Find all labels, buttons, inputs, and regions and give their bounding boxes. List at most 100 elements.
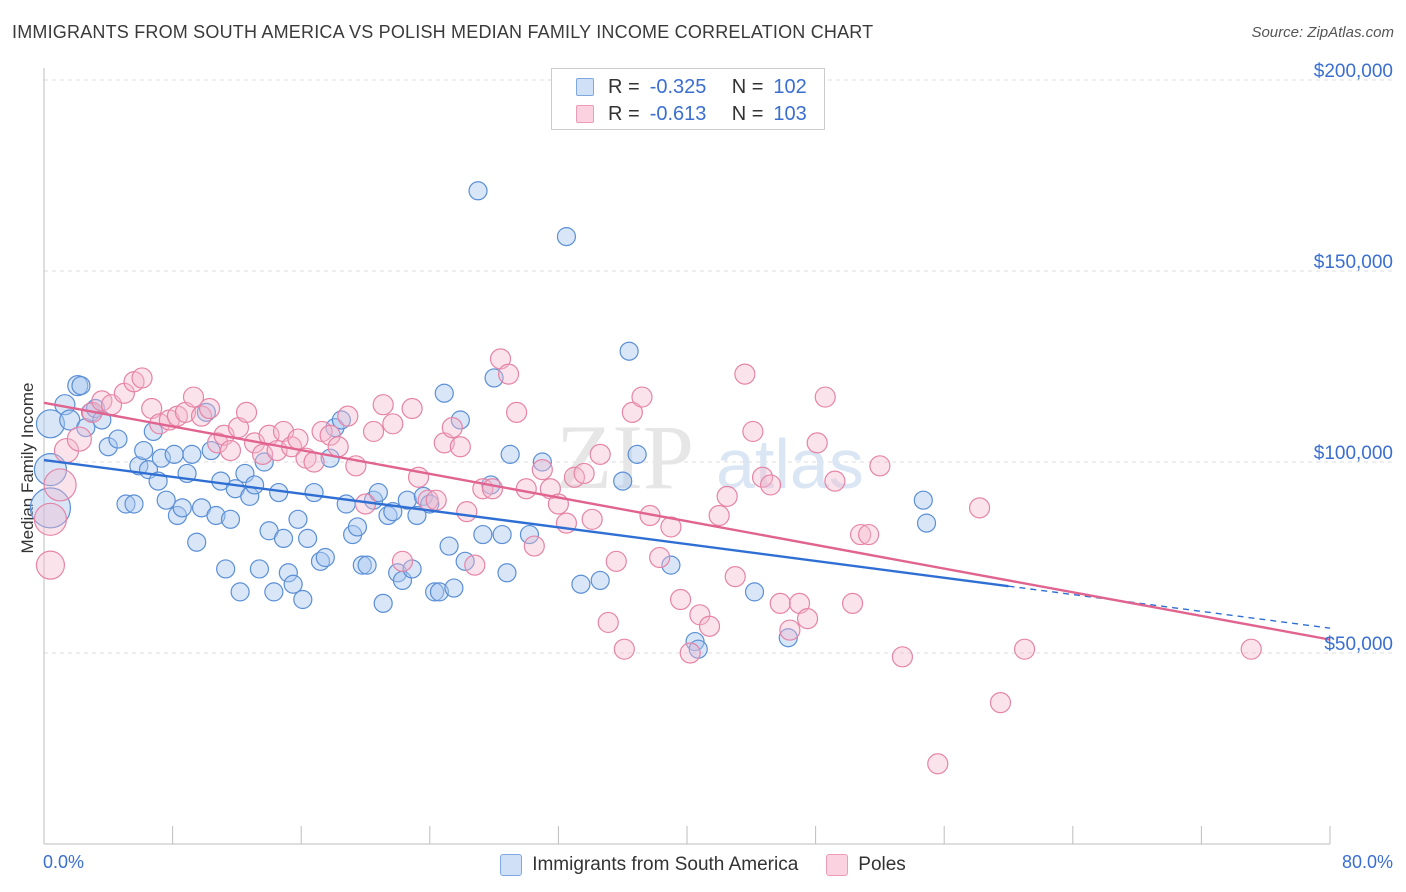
- point-poles: [742, 420, 764, 443]
- legend-n-label: N =: [731, 102, 764, 125]
- point-immigrants: [778, 628, 798, 648]
- point-poles: [769, 592, 791, 614]
- legend-swatch-blue: [576, 78, 594, 96]
- point-immigrants: [98, 437, 118, 457]
- point-immigrants: [182, 444, 202, 464]
- point-immigrants: [116, 494, 136, 514]
- watermark-atlas: atlas: [716, 425, 864, 503]
- point-poles: [497, 363, 520, 385]
- legend-swatch-pink: [826, 854, 849, 876]
- point-immigrants: [429, 582, 450, 602]
- series-legend: Immigrants from South America Poles: [0, 852, 1406, 878]
- point-poles: [734, 363, 756, 385]
- point-poles: [716, 485, 738, 507]
- point-poles: [989, 692, 1012, 714]
- point-immigrants: [913, 490, 933, 510]
- point-immigrants: [439, 536, 459, 556]
- grid-lines: [44, 79, 1394, 654]
- chart-title: IMMIGRANTS FROM SOUTH AMERICA VS POLISH …: [12, 22, 874, 42]
- y-tick-label: $200,000: [1313, 61, 1393, 82]
- point-immigrants: [196, 402, 216, 422]
- point-immigrants: [172, 498, 192, 518]
- point-poles: [362, 420, 385, 443]
- legend-swatch-blue: [500, 854, 523, 876]
- point-poles: [779, 619, 801, 641]
- point-poles: [814, 386, 836, 408]
- point-immigrants: [473, 524, 493, 545]
- point-poles: [481, 478, 504, 500]
- point-immigrants: [413, 486, 433, 506]
- point-poles: [391, 550, 414, 572]
- y-tick-label: $100,000: [1313, 443, 1393, 464]
- point-poles: [581, 508, 603, 530]
- point-immigrants: [283, 574, 303, 594]
- legend-label-poles: Poles: [858, 854, 906, 875]
- y-tick-label: $150,000: [1313, 252, 1393, 273]
- point-immigrants: [293, 589, 313, 610]
- point-immigrants: [373, 593, 393, 613]
- point-poles: [66, 426, 92, 452]
- point-immigrants: [67, 375, 89, 397]
- point-immigrants: [304, 482, 324, 503]
- point-poles: [621, 401, 643, 423]
- point-poles: [319, 424, 341, 446]
- point-immigrants: [164, 444, 184, 464]
- point-poles: [235, 401, 258, 423]
- point-immigrants: [71, 376, 91, 396]
- legend-item-immigrants: Immigrants from South America: [500, 854, 798, 876]
- point-poles: [751, 466, 774, 488]
- point-immigrants: [278, 563, 298, 583]
- source-label: Source: ZipAtlas.com: [1251, 24, 1394, 41]
- point-immigrants: [744, 582, 765, 602]
- point-poles: [219, 439, 242, 462]
- point-poles: [327, 436, 349, 458]
- point-immigrants: [661, 555, 681, 575]
- legend-n-label: N =: [731, 75, 764, 98]
- x-tick-min: 0.0%: [43, 852, 85, 872]
- point-poles: [573, 462, 595, 485]
- legend-row-immigrants: R = -0.325 N = 102: [576, 74, 807, 100]
- point-immigrants: [619, 341, 639, 361]
- point-immigrants: [590, 570, 610, 591]
- point-immigrants: [556, 227, 577, 247]
- legend-row-poles: R = -0.613 N = 103: [576, 101, 807, 127]
- point-poles: [869, 455, 891, 477]
- point-immigrants: [220, 509, 241, 529]
- point-immigrants: [532, 452, 552, 472]
- point-poles: [33, 502, 68, 536]
- series-poles-points: [33, 348, 1262, 775]
- point-immigrants: [500, 444, 520, 464]
- point-immigrants: [254, 452, 274, 472]
- point-poles: [523, 535, 545, 557]
- point-immigrants: [613, 471, 633, 491]
- legend-label-immigrants: Immigrants from South America: [532, 854, 799, 875]
- point-immigrants: [315, 547, 335, 568]
- point-immigrants: [151, 448, 171, 468]
- point-poles: [198, 397, 221, 420]
- point-poles: [858, 523, 880, 546]
- point-immigrants: [288, 509, 308, 529]
- point-poles: [806, 432, 828, 454]
- point-immigrants: [59, 409, 81, 431]
- legend-r-value: -0.325: [649, 75, 707, 98]
- point-poles: [43, 468, 77, 502]
- point-poles: [372, 394, 394, 416]
- point-poles: [401, 397, 423, 420]
- point-poles: [613, 638, 635, 660]
- point-poles: [35, 550, 66, 580]
- point-poles: [698, 615, 721, 637]
- point-immigrants: [450, 410, 470, 430]
- point-poles: [759, 474, 782, 496]
- legend-swatch-pink: [576, 105, 594, 123]
- point-poles: [649, 546, 671, 569]
- point-poles: [441, 417, 463, 439]
- legend-r-label: R =: [608, 102, 640, 125]
- point-poles: [131, 367, 153, 389]
- point-immigrants: [357, 555, 377, 575]
- point-poles: [589, 443, 611, 465]
- point-poles: [724, 565, 746, 588]
- point-immigrants: [444, 578, 464, 598]
- y-tick-label: $50,000: [1324, 634, 1393, 655]
- series-immigrants-points: [29, 181, 937, 659]
